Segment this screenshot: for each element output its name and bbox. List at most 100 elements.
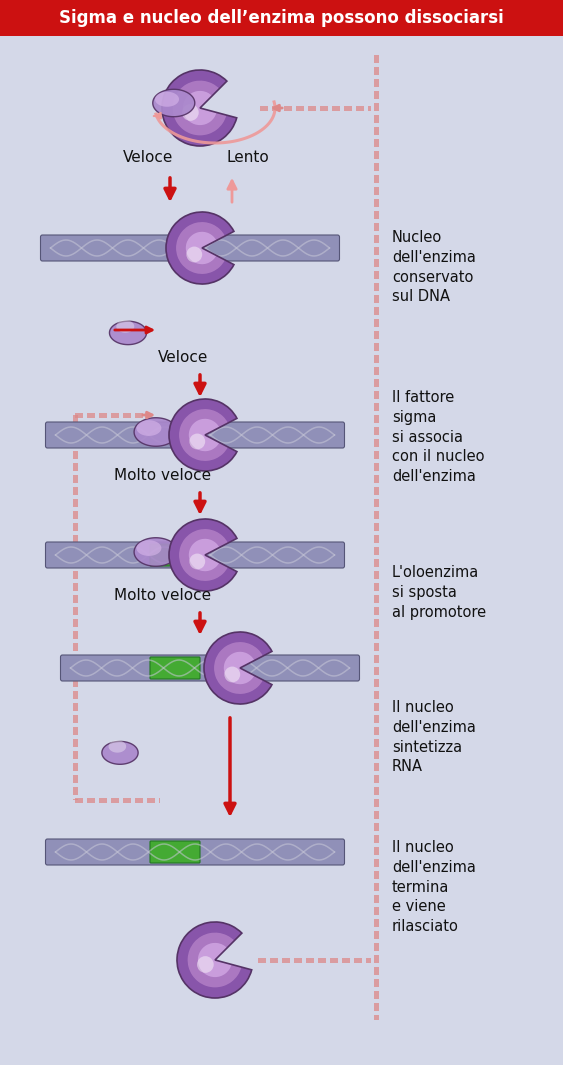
- Bar: [73, 427, 78, 435]
- Bar: [374, 307, 379, 315]
- Polygon shape: [102, 741, 138, 765]
- Bar: [159, 798, 160, 803]
- Bar: [258, 958, 266, 963]
- Polygon shape: [109, 740, 126, 753]
- Bar: [374, 140, 379, 147]
- Bar: [374, 175, 379, 183]
- Bar: [73, 499, 78, 507]
- Bar: [294, 958, 302, 963]
- Wedge shape: [176, 223, 225, 274]
- Bar: [73, 643, 78, 651]
- Bar: [368, 106, 371, 111]
- Wedge shape: [189, 539, 220, 571]
- FancyBboxPatch shape: [60, 655, 360, 681]
- Bar: [330, 958, 338, 963]
- Text: Molto veloce: Molto veloce: [114, 588, 212, 603]
- Wedge shape: [179, 529, 228, 580]
- Bar: [73, 595, 78, 603]
- Bar: [374, 450, 379, 459]
- Wedge shape: [186, 232, 216, 264]
- Wedge shape: [173, 81, 226, 135]
- Bar: [73, 739, 78, 747]
- Bar: [99, 413, 107, 417]
- Bar: [73, 691, 78, 699]
- Wedge shape: [189, 419, 220, 452]
- Wedge shape: [204, 632, 272, 704]
- Wedge shape: [166, 212, 234, 284]
- Bar: [374, 439, 379, 447]
- Bar: [374, 583, 379, 591]
- Text: Veloce: Veloce: [123, 150, 173, 165]
- Bar: [374, 895, 379, 903]
- Bar: [284, 106, 292, 111]
- Bar: [0, 0, 563, 36]
- Polygon shape: [134, 538, 178, 567]
- Bar: [73, 583, 78, 591]
- Bar: [374, 235, 379, 243]
- Bar: [123, 413, 131, 417]
- Bar: [356, 106, 364, 111]
- Bar: [73, 463, 78, 471]
- Bar: [318, 958, 326, 963]
- Bar: [73, 450, 78, 459]
- Bar: [374, 199, 379, 207]
- Text: Il fattore
sigma
si associa
con il nucleo
dell'enzima: Il fattore sigma si associa con il nucle…: [392, 390, 485, 485]
- Bar: [354, 958, 362, 963]
- Bar: [374, 967, 379, 974]
- Bar: [342, 958, 350, 963]
- Bar: [73, 715, 78, 723]
- Bar: [374, 715, 379, 723]
- Bar: [374, 727, 379, 735]
- Circle shape: [197, 956, 214, 972]
- Bar: [282, 958, 290, 963]
- Bar: [374, 643, 379, 651]
- Bar: [374, 103, 379, 111]
- Bar: [374, 979, 379, 987]
- Bar: [260, 106, 268, 111]
- Bar: [73, 607, 78, 615]
- Bar: [374, 331, 379, 339]
- Polygon shape: [155, 92, 179, 106]
- Bar: [73, 763, 78, 771]
- Bar: [332, 106, 340, 111]
- Bar: [374, 992, 379, 999]
- Bar: [374, 151, 379, 159]
- Bar: [374, 547, 379, 555]
- Text: L'oloenzima
si sposta
al promotore: L'oloenzima si sposta al promotore: [392, 566, 486, 620]
- Wedge shape: [179, 409, 228, 461]
- Bar: [87, 413, 95, 417]
- Bar: [374, 283, 379, 291]
- Bar: [374, 55, 379, 63]
- Bar: [374, 595, 379, 603]
- Bar: [73, 655, 78, 663]
- Bar: [374, 907, 379, 915]
- Bar: [374, 859, 379, 867]
- Bar: [374, 871, 379, 879]
- Bar: [374, 703, 379, 711]
- Wedge shape: [183, 91, 217, 125]
- Bar: [374, 775, 379, 783]
- Circle shape: [189, 554, 205, 570]
- FancyBboxPatch shape: [46, 542, 345, 568]
- Bar: [111, 413, 119, 417]
- Bar: [73, 571, 78, 579]
- Bar: [374, 679, 379, 687]
- Polygon shape: [153, 89, 195, 117]
- Circle shape: [182, 104, 199, 120]
- Text: Veloce: Veloce: [158, 350, 208, 365]
- Bar: [374, 523, 379, 531]
- Bar: [374, 619, 379, 627]
- Polygon shape: [136, 540, 162, 556]
- Bar: [75, 798, 83, 803]
- Bar: [366, 958, 371, 963]
- Circle shape: [186, 247, 202, 262]
- Bar: [73, 679, 78, 687]
- Bar: [374, 367, 379, 375]
- Bar: [272, 106, 280, 111]
- Bar: [374, 655, 379, 663]
- Text: Il nucleo
dell'enzima
sintetizza
RNA: Il nucleo dell'enzima sintetizza RNA: [392, 700, 476, 774]
- Bar: [73, 703, 78, 711]
- Text: Il nucleo
dell'enzima
termina
e viene
rilasciato: Il nucleo dell'enzima termina e viene ri…: [392, 840, 476, 934]
- Bar: [73, 630, 78, 639]
- Bar: [374, 115, 379, 122]
